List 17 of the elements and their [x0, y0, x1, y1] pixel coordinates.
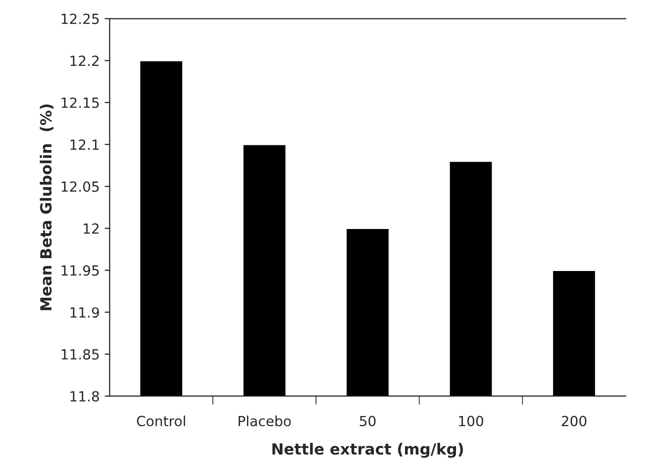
- y-tick-label: 12.25: [62, 14, 99, 24]
- y-tick-label: 11.95: [62, 265, 99, 276]
- y-tick-label: 11.8: [70, 391, 99, 402]
- x-tick-label: Control: [136, 416, 186, 426]
- y-tick-label: 11.85: [62, 349, 99, 360]
- y-tick-label: 12: [84, 223, 99, 234]
- x-axis-title: Nettle extract (mg/kg): [272, 442, 463, 458]
- x-tick-label: 200: [562, 416, 586, 426]
- x-tick-label: 100: [459, 416, 484, 426]
- y-axis-title: Mean Beta Glubolin (%): [40, 104, 54, 310]
- y-tick-label: 12.1: [70, 139, 99, 150]
- y-tick-label: 12.2: [70, 56, 99, 66]
- y-tick-label: 12.05: [62, 181, 99, 192]
- y-tick-label: 11.9: [70, 307, 99, 318]
- y-tick-label: 12.15: [62, 97, 99, 108]
- x-tick-label: 50: [360, 416, 376, 426]
- x-tick-label: Placebo: [238, 416, 291, 426]
